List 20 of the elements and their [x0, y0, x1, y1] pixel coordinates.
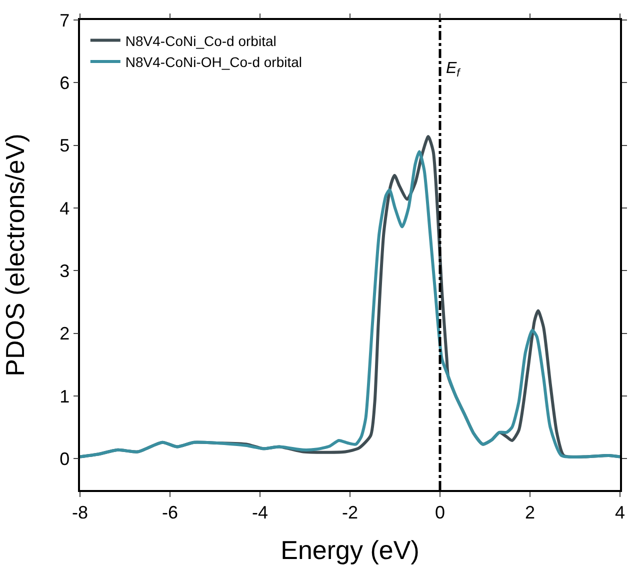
legend-label: N8V4-CoNi-OH_Co-d orbital — [125, 54, 302, 70]
x-axis-title: Energy (eV) — [280, 535, 420, 565]
x-tick-label: -8 — [72, 502, 88, 522]
y-tick-label: 3 — [60, 260, 70, 281]
y-tick-label: 7 — [60, 10, 70, 30]
x-tick-label: 0 — [434, 502, 446, 522]
y-tick-label: 6 — [60, 72, 70, 93]
y-tick-label: 4 — [60, 198, 70, 218]
legend-label: N8V4-CoNi_Co-d orbital — [125, 32, 276, 49]
y-axis-title: PDOS (electrons/eV) — [0, 134, 30, 376]
y-tick-label: 1 — [60, 386, 70, 406]
x-tick-label: -6 — [162, 502, 178, 522]
y-tick-label: 0 — [60, 448, 70, 469]
x-tick-label: 2 — [524, 502, 536, 522]
x-tick-label: 4 — [614, 502, 626, 522]
y-tick-label: 2 — [60, 324, 70, 344]
x-tick-label: -2 — [342, 502, 358, 522]
ref-line-label: E$_{f}$ — [446, 60, 462, 80]
x-tick-label: -4 — [252, 502, 268, 522]
y-tick-label: 5 — [60, 136, 70, 156]
